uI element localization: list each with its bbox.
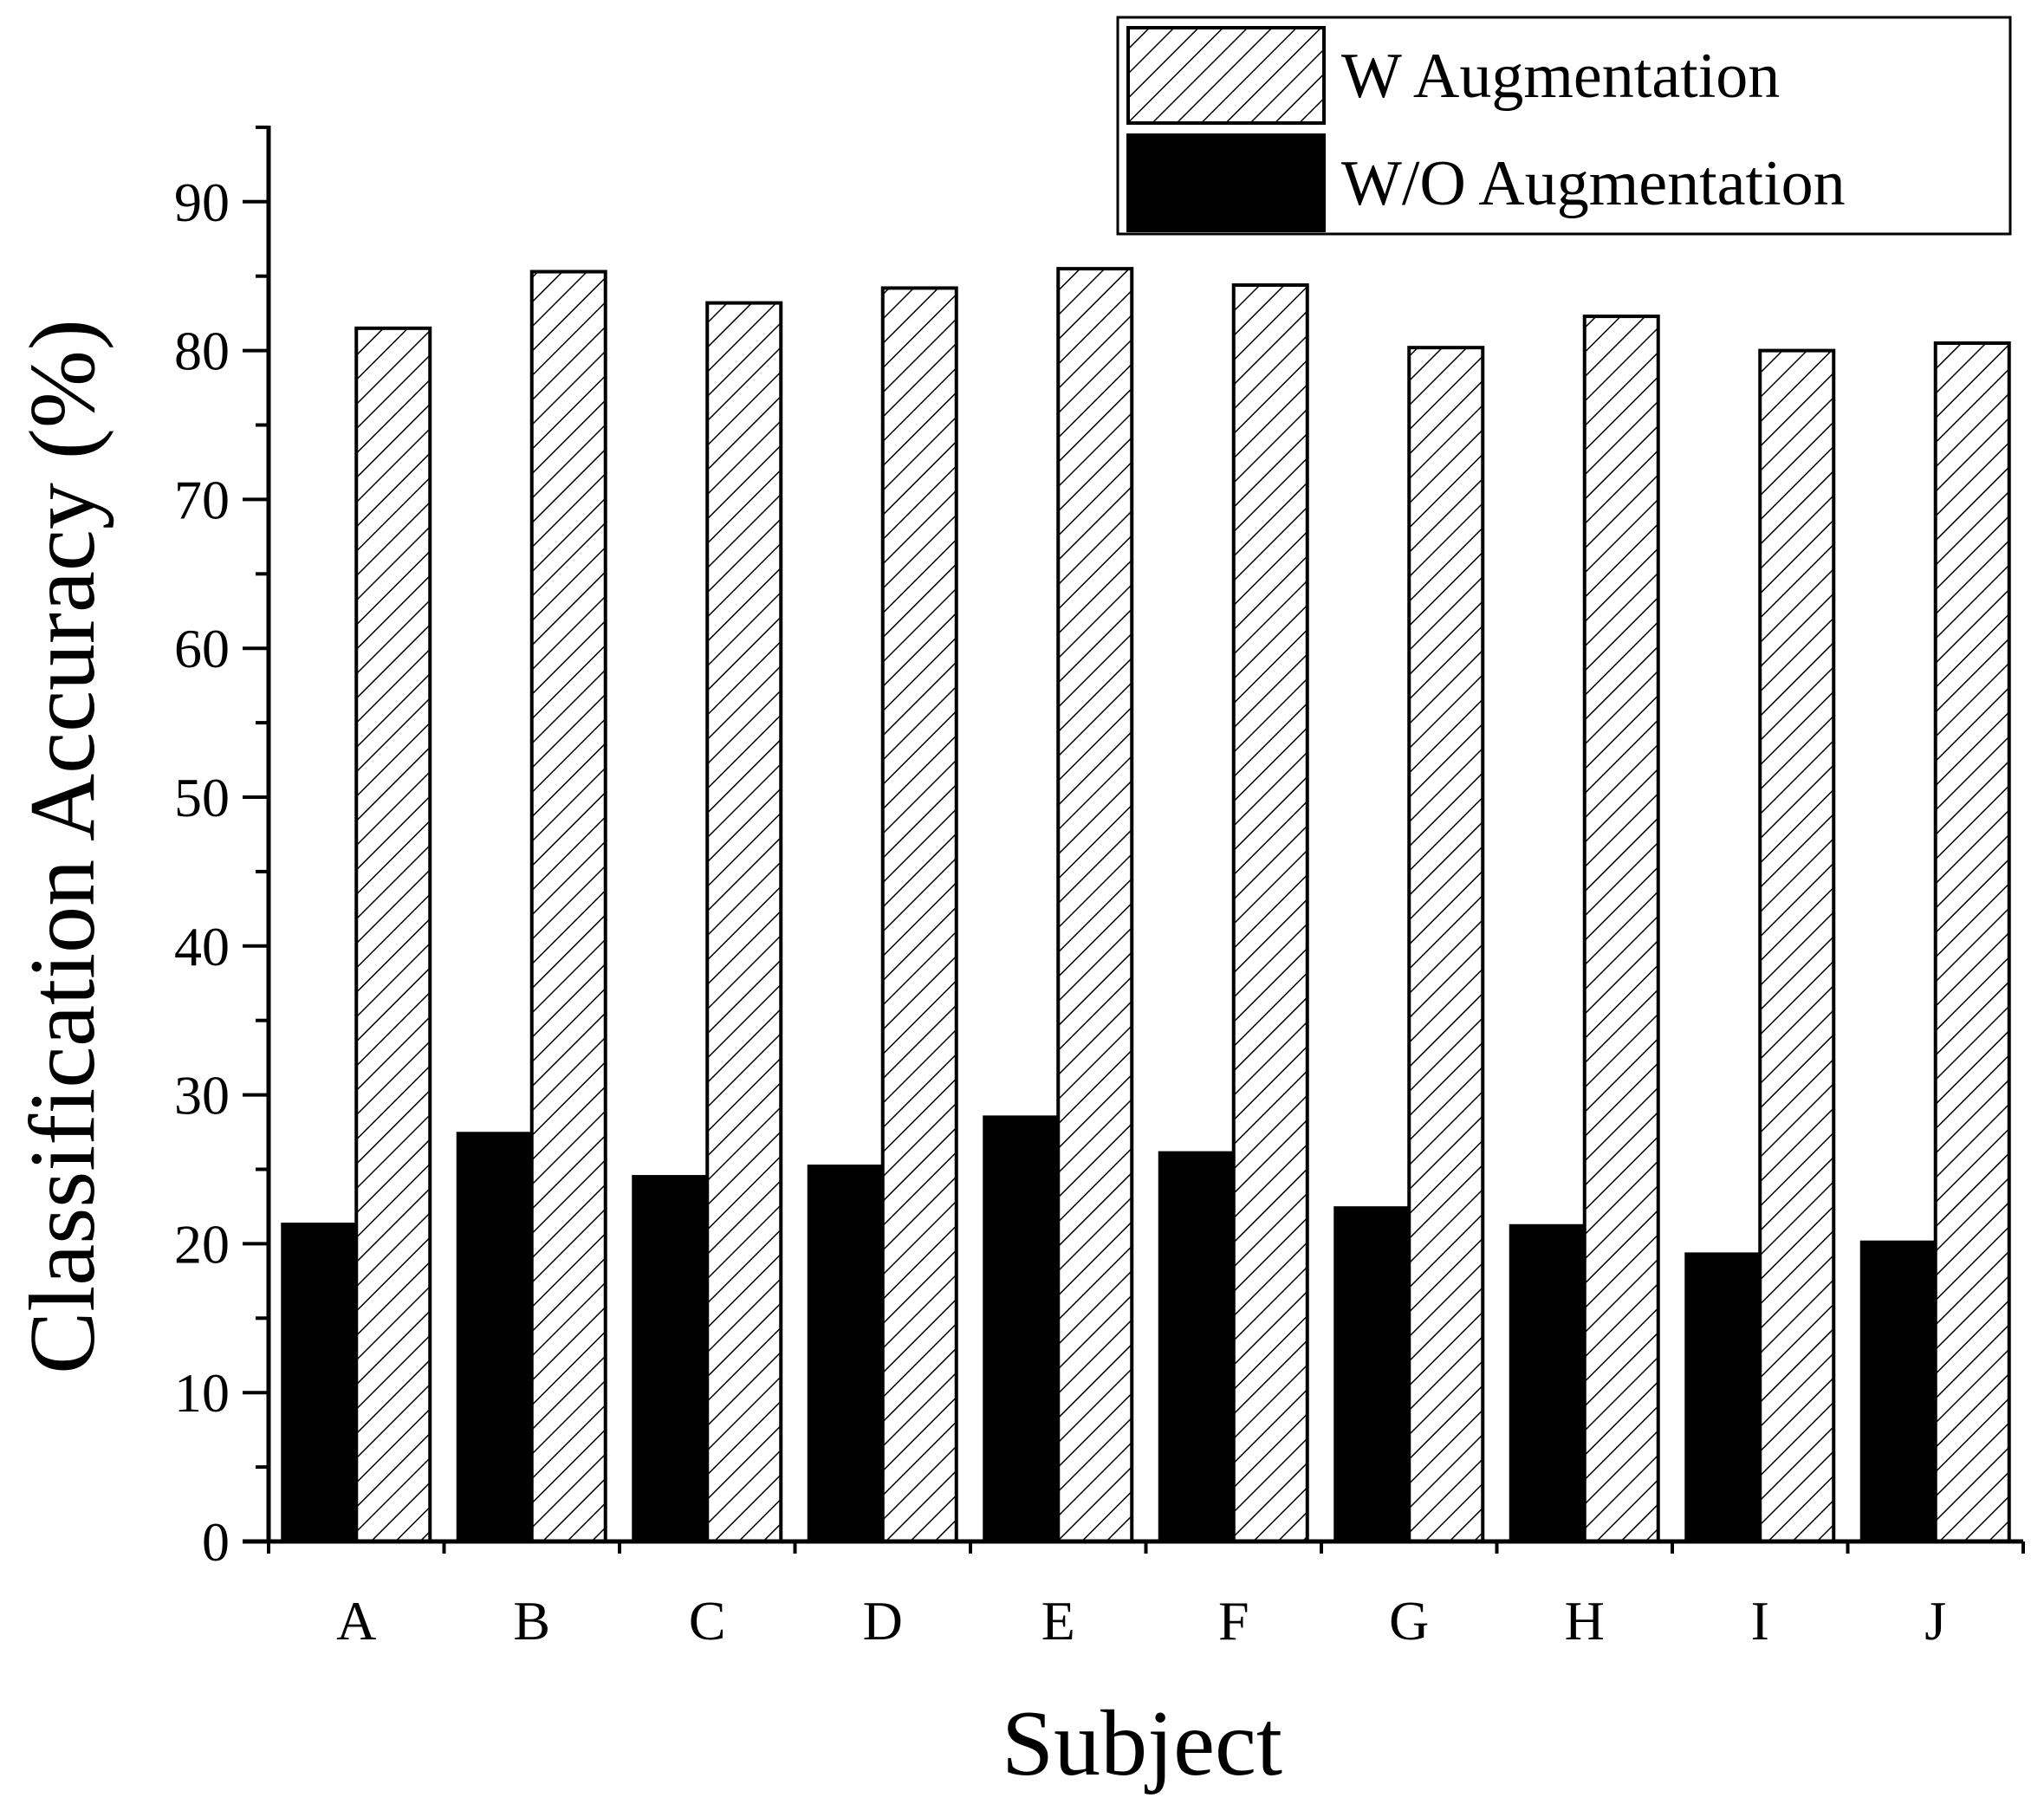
bar-w-aug-a [354,326,432,1544]
axes-group: 0 10 20 30 40 50 60 70 80 90 A B C D E F G H I J [174,125,2025,1652]
x-tick-label: I [1751,1590,1769,1652]
bar-wo-aug-b [456,1132,534,1543]
legend-label-wo-aug: W/O Augmentation [1341,148,1846,219]
legend: W Augmentation W/O Augmentation [1116,16,2012,236]
x-axis-title: Subject [1002,1692,1282,1795]
bar-wo-aug-i [1684,1252,1762,1544]
x-tick-label: C [689,1590,726,1652]
y-tick-label: 30 [174,1065,230,1126]
bar-wo-aug-a [281,1223,359,1544]
x-tick-label: G [1389,1590,1429,1652]
bar-w-aug-b [529,269,607,1543]
y-tick-label: 90 [174,172,230,233]
x-tick-label: B [513,1590,550,1652]
x-tick-label: H [1565,1590,1605,1652]
y-tick-label: 80 [174,321,230,382]
bar-wo-aug-c [632,1175,710,1543]
y-tick-label: 0 [202,1511,230,1573]
x-tick-label: F [1218,1590,1249,1652]
bar-wo-aug-g [1333,1206,1411,1543]
bar-w-aug-f [1231,283,1309,1543]
bar-wo-aug-d [807,1165,885,1543]
x-tick-label: D [863,1590,903,1652]
y-tick-label: 20 [174,1213,230,1275]
y-tick-label: 70 [174,469,230,530]
legend-swatch-wo-aug [1126,133,1326,232]
y-tick-label: 50 [174,767,230,828]
y-tick-label: 60 [174,618,230,679]
bar-wo-aug-h [1509,1223,1587,1544]
bar-w-aug-i [1758,348,1836,1544]
bar-wo-aug-f [1158,1151,1236,1544]
y-axis-title: Classification Accuracy (%) [11,319,114,1374]
bar-w-aug-g [1407,346,1485,1544]
x-tick-label: J [1924,1590,1946,1652]
bar-w-aug-d [880,286,958,1544]
bar-w-aug-j [1933,341,2011,1543]
bar-wo-aug-j [1859,1240,1937,1543]
legend-label-w-aug: W Augmentation [1341,41,1780,112]
x-tick-label: E [1041,1590,1075,1652]
bar-w-aug-c [705,301,783,1543]
legend-swatch-w-aug [1126,26,1326,125]
bar-w-aug-e [1056,267,1134,1543]
bars-group [281,267,2011,1544]
bar-w-aug-h [1582,315,1660,1543]
y-tick-label: 40 [174,916,230,977]
y-tick-label: 10 [174,1362,230,1424]
bar-wo-aug-e [983,1115,1061,1543]
x-tick-label: A [336,1590,376,1652]
